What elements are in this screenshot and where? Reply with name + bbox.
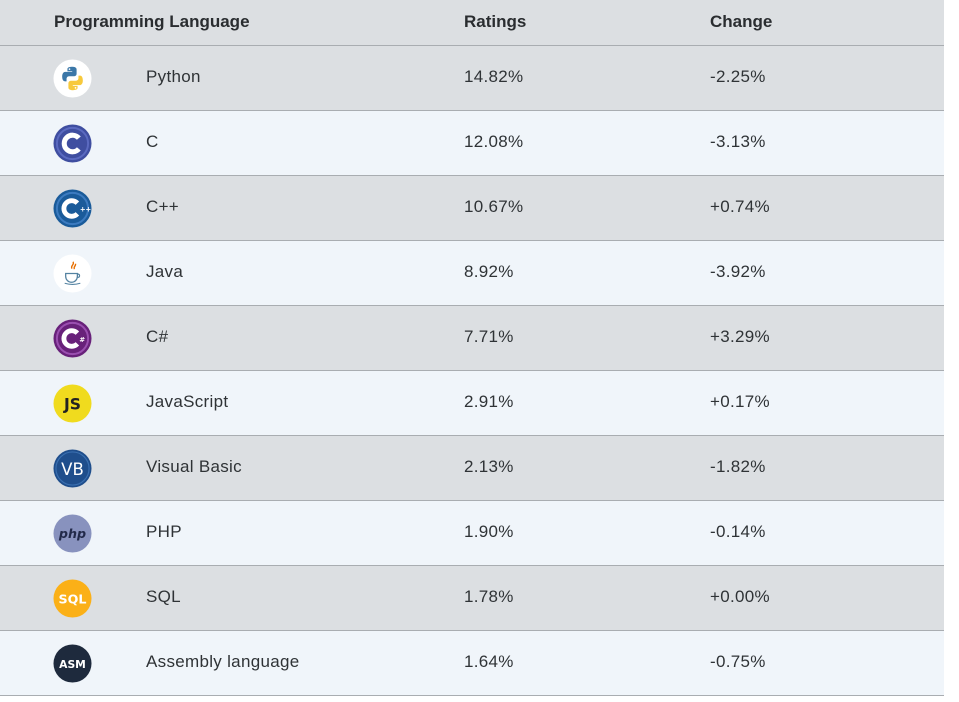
language-name: PHP xyxy=(146,522,182,541)
change-value: -2.25% xyxy=(710,67,766,86)
language-name: Java xyxy=(146,262,184,281)
rating-value: 7.71% xyxy=(464,327,514,346)
language-name: Visual Basic xyxy=(146,457,242,476)
column-header-change: Change xyxy=(710,12,773,31)
rating-value: 2.13% xyxy=(464,457,514,476)
svg-text:++: ++ xyxy=(80,205,91,213)
change-value: +0.00% xyxy=(710,587,770,606)
language-name: C xyxy=(146,132,159,151)
language-name: SQL xyxy=(146,587,181,606)
csharp-logo-icon: # xyxy=(53,319,92,358)
table-row: VB Visual Basic 2.13% -1.82% xyxy=(0,436,944,501)
column-header-language: Programming Language xyxy=(54,12,250,31)
assembly-logo-text: ASM xyxy=(59,658,86,671)
php-logo-icon: php xyxy=(53,514,92,553)
table-row: # C# 7.71% +3.29% xyxy=(0,306,944,371)
language-ratings-table: Programming Language Ratings Change Pyth… xyxy=(0,0,944,696)
rating-value: 1.78% xyxy=(464,587,514,606)
rating-value: 1.90% xyxy=(464,522,514,541)
rating-value: 1.64% xyxy=(464,652,514,671)
rating-value: 8.92% xyxy=(464,262,514,281)
column-header-ratings: Ratings xyxy=(464,12,527,31)
c-logo-icon xyxy=(53,124,92,163)
rating-value: 14.82% xyxy=(464,67,524,86)
change-value: +0.17% xyxy=(710,392,770,411)
change-value: -0.14% xyxy=(710,522,766,541)
table-row: C 12.08% -3.13% xyxy=(0,111,944,176)
assembly-logo-icon: ASM xyxy=(53,644,92,683)
table-row: Java 8.92% -3.92% xyxy=(0,241,944,306)
javascript-logo-icon: JS xyxy=(53,384,92,423)
change-value: -3.13% xyxy=(710,132,766,151)
language-name: JavaScript xyxy=(146,392,229,411)
table-row: ++ C++ 10.67% +0.74% xyxy=(0,176,944,241)
visual-basic-logo-text: VB xyxy=(61,460,84,479)
rating-value: 12.08% xyxy=(464,132,524,151)
table-row: Python 14.82% -2.25% xyxy=(0,46,944,111)
javascript-logo-text: JS xyxy=(63,395,81,413)
java-logo-icon xyxy=(53,254,92,293)
change-value: -0.75% xyxy=(710,652,766,671)
table-header: Programming Language Ratings Change xyxy=(0,0,944,46)
rating-value: 2.91% xyxy=(464,392,514,411)
language-name: Python xyxy=(146,67,201,86)
language-name: C++ xyxy=(146,197,180,216)
php-logo-text: php xyxy=(58,526,86,541)
change-value: -3.92% xyxy=(710,262,766,281)
change-value: -1.82% xyxy=(710,457,766,476)
table-row: JS JavaScript 2.91% +0.17% xyxy=(0,371,944,436)
cpp-logo-icon: ++ xyxy=(53,189,92,228)
language-name: C# xyxy=(146,327,169,346)
table-row: SQL SQL 1.78% +0.00% xyxy=(0,566,944,631)
visual-basic-logo-icon: VB xyxy=(53,449,92,488)
change-value: +3.29% xyxy=(710,327,770,346)
table-row: php PHP 1.90% -0.14% xyxy=(0,501,944,566)
python-logo-icon xyxy=(53,59,92,98)
language-name: Assembly language xyxy=(146,652,300,671)
table-row: ASM Assembly language 1.64% -0.75% xyxy=(0,631,944,696)
rating-value: 10.67% xyxy=(464,197,524,216)
sql-logo-icon: SQL xyxy=(53,579,92,618)
change-value: +0.74% xyxy=(710,197,770,216)
sql-logo-text: SQL xyxy=(59,591,87,606)
svg-text:#: # xyxy=(79,336,85,344)
